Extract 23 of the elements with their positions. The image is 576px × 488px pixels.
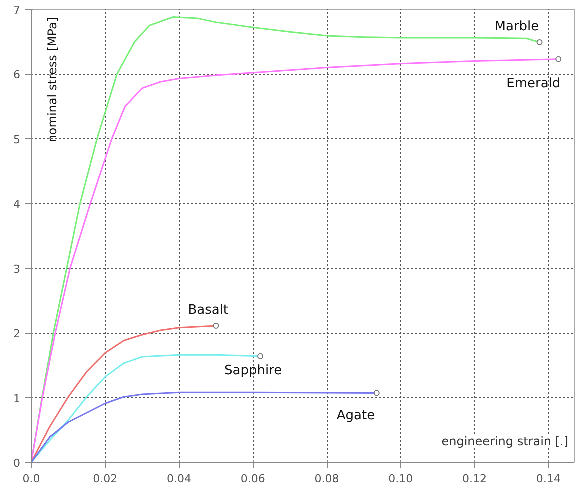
y-tick-label: 5 (14, 133, 20, 146)
series-label: Basalt (188, 302, 229, 318)
y-tick-label: 1 (14, 392, 20, 406)
y-tick-label: 0 (14, 457, 20, 470)
x-tick-label: 0.02 (93, 472, 118, 486)
x-axis-title: engineering strain [.] (442, 434, 569, 448)
x-tick-label: 0.14 (536, 472, 561, 486)
x-tick-label: 0.08 (314, 472, 340, 486)
y-tick-label: 2 (14, 328, 20, 341)
series-label: Emerald (506, 76, 561, 92)
y-tick-label: 4 (14, 198, 20, 212)
y-tick-label: 7 (14, 4, 20, 17)
series-label: Sapphire (224, 363, 282, 378)
y-tick-label: 3 (14, 262, 20, 276)
x-tick-label: 0.0 (22, 472, 40, 486)
x-tick-label: 0.10 (388, 472, 414, 486)
y-tick-label: 6 (14, 68, 20, 82)
series-label: Marble (494, 20, 540, 35)
y-axis-title: nominal stress [MPa] (46, 17, 60, 143)
x-tick-label: 0.12 (462, 472, 488, 486)
series-label: Agate (336, 408, 376, 424)
x-tick-label: 0.06 (240, 472, 266, 486)
x-tick-label: 0.04 (167, 472, 192, 486)
